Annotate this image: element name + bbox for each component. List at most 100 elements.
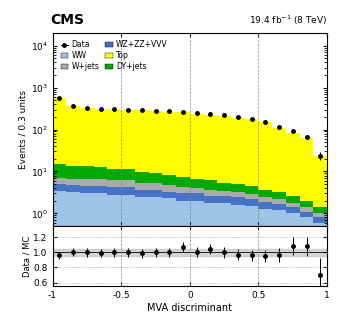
Bar [286,133,300,196]
Bar [53,164,66,178]
Bar [148,190,162,197]
Text: CMS: CMS [50,13,84,27]
Bar [313,223,327,331]
Bar [258,190,272,197]
Bar [217,196,231,203]
Bar [313,213,327,217]
Bar [245,206,258,331]
Bar [135,190,148,197]
Bar [245,119,258,186]
Bar [217,203,231,331]
Bar [148,197,162,331]
Y-axis label: Events / 0.3 units: Events / 0.3 units [19,90,28,169]
Bar [148,183,162,190]
Bar [176,193,190,201]
Bar [300,138,313,201]
Bar [53,191,66,331]
Bar [107,169,121,180]
Bar [176,201,190,331]
Bar [245,186,258,194]
Bar [107,180,121,187]
Bar [203,203,217,331]
Bar [272,210,286,331]
Bar [80,179,94,186]
Bar [80,108,94,166]
Bar [313,217,327,223]
Bar [300,212,313,217]
Bar [121,187,135,195]
Bar [272,128,286,192]
Bar [300,207,313,212]
Bar [135,172,148,183]
Bar [53,98,66,164]
Bar [286,213,300,331]
Bar [231,192,245,198]
Bar [217,116,231,183]
Bar [258,122,272,190]
Bar [66,192,80,331]
Bar [313,207,327,213]
Bar [272,192,286,199]
Y-axis label: Data / MC: Data / MC [23,236,32,277]
Bar [162,198,176,331]
Bar [272,199,286,204]
Text: 19.4 fb$^{-1}$ (8 TeV): 19.4 fb$^{-1}$ (8 TeV) [249,14,327,27]
Bar [107,109,121,169]
Bar [300,217,313,331]
Bar [245,199,258,206]
Bar [162,175,176,185]
Bar [135,197,148,331]
Bar [190,201,203,331]
Bar [231,205,245,331]
Bar [66,166,80,179]
Bar [190,193,203,201]
Bar [190,114,203,179]
Bar [176,187,190,193]
Bar [94,167,107,179]
Bar [94,193,107,331]
Bar [66,179,80,185]
Bar [66,185,80,192]
Bar [80,186,94,193]
Bar [286,207,300,213]
Bar [231,198,245,205]
Bar [121,195,135,331]
Bar [217,191,231,196]
Bar [203,115,217,180]
Bar [162,192,176,198]
Bar [94,186,107,193]
Bar [313,156,327,207]
Bar [203,190,217,196]
Bar [162,185,176,192]
Bar [94,179,107,186]
Bar [94,109,107,167]
Bar [53,178,66,184]
Bar [203,196,217,203]
Bar [231,184,245,192]
Bar [135,183,148,190]
Legend: Data, WW, W+jets, WZ+ZZ+VVV, Top, DY+jets: Data, WW, W+jets, WZ+ZZ+VVV, Top, DY+jet… [59,39,169,73]
Bar [121,180,135,187]
Bar [80,166,94,179]
Bar [162,112,176,175]
Bar [272,204,286,210]
Bar [245,194,258,199]
Bar [231,118,245,184]
Bar [258,202,272,209]
Bar [107,187,121,195]
Bar [107,195,121,331]
Bar [286,196,300,203]
Bar [121,169,135,180]
Bar [176,112,190,177]
Bar [258,197,272,202]
Bar [203,180,217,190]
Bar [148,111,162,173]
Bar [258,209,272,331]
Bar [121,110,135,169]
Bar [190,188,203,193]
Bar [286,203,300,207]
Bar [176,177,190,187]
Bar [190,179,203,188]
X-axis label: MVA discriminant: MVA discriminant [147,303,232,313]
Bar [300,201,313,207]
